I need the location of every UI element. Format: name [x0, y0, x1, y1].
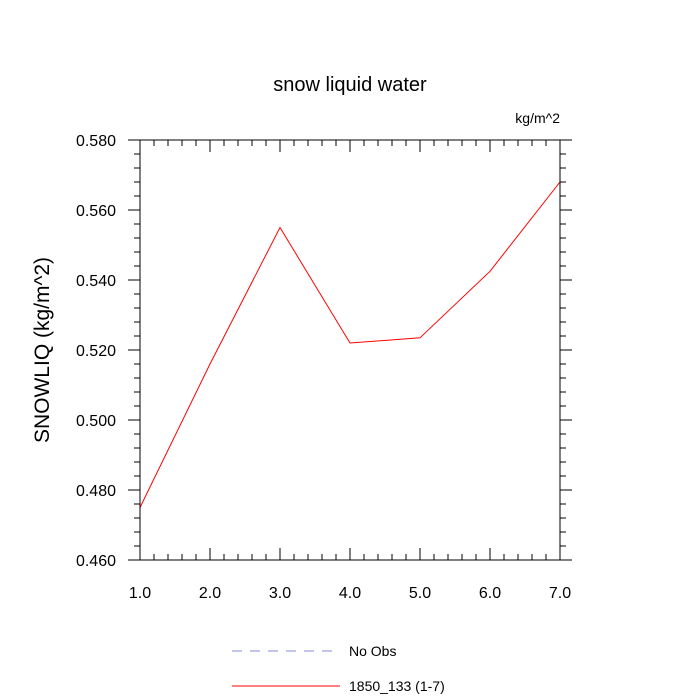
y-tick-label: 0.480	[76, 483, 116, 500]
y-tick-label: 0.460	[76, 553, 116, 570]
x-tick-label: 1.0	[129, 585, 151, 602]
legend-label-no-obs: No Obs	[349, 643, 396, 659]
axis-ticks	[128, 139, 572, 561]
x-tick-label: 2.0	[199, 585, 221, 602]
y-tick-label: 0.520	[76, 343, 116, 360]
plot-frame	[139, 139, 561, 561]
y-tick-label: 0.580	[76, 133, 116, 150]
units-label: kg/m^2	[515, 110, 560, 126]
x-tick-label: 3.0	[269, 585, 291, 602]
y-tick-label: 0.560	[76, 203, 116, 220]
chart-title: snow liquid water	[273, 74, 427, 96]
y-tick-label: 0.540	[76, 273, 116, 290]
legend: No Obs 1850_133 (1-7)	[232, 643, 445, 694]
x-tick-label: 5.0	[409, 585, 431, 602]
series-line	[139, 181, 561, 508]
series-layer	[139, 181, 561, 508]
x-tick-label: 7.0	[549, 585, 571, 602]
legend-label-series: 1850_133 (1-7)	[349, 678, 445, 694]
x-tick-label: 4.0	[339, 585, 361, 602]
y-axis-label: SNOWLIQ (kg/m^2)	[31, 257, 54, 443]
x-tick-labels: 1.0 2.0 3.0 4.0 5.0 6.0 7.0	[129, 585, 571, 602]
x-tick-label: 6.0	[479, 585, 501, 602]
y-tick-label: 0.500	[76, 413, 116, 430]
y-tick-labels: 0.460 0.480 0.500 0.520 0.540 0.560 0.580	[76, 133, 116, 570]
